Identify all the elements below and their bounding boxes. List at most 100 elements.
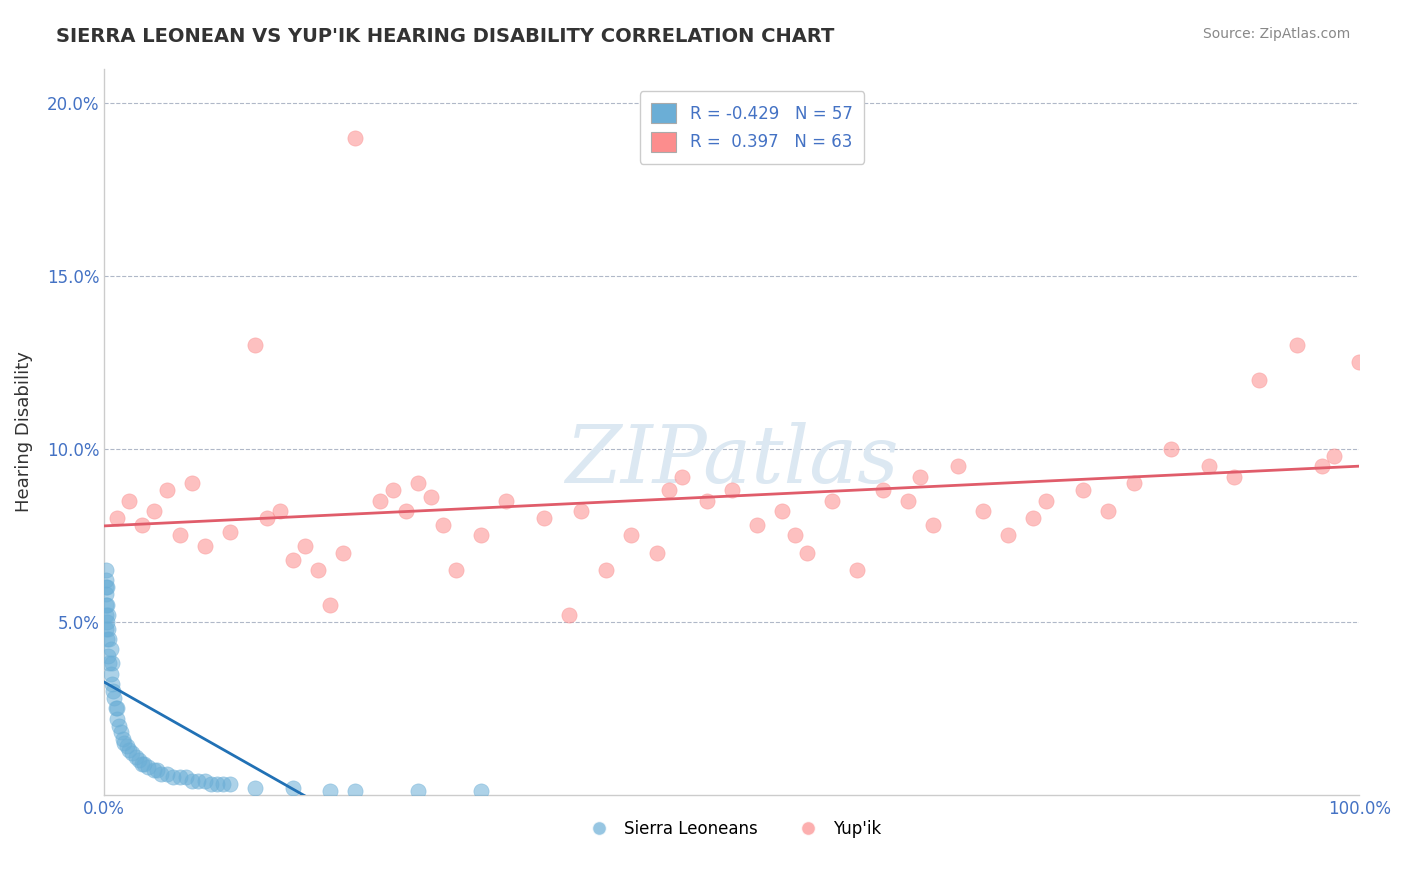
Point	[281, 780, 304, 795]
Point	[94, 598, 117, 612]
Point	[783, 528, 806, 542]
Text: SIERRA LEONEAN VS YUP'IK HEARING DISABILITY CORRELATION CHART: SIERRA LEONEAN VS YUP'IK HEARING DISABIL…	[56, 27, 835, 45]
Point	[307, 563, 329, 577]
Point	[921, 518, 943, 533]
Point	[103, 690, 125, 705]
Point	[595, 563, 617, 577]
Point	[143, 764, 166, 778]
Point	[1323, 449, 1346, 463]
Point	[174, 771, 197, 785]
Point	[194, 539, 217, 553]
Point	[1198, 459, 1220, 474]
Legend: Sierra Leoneans, Yup'ik: Sierra Leoneans, Yup'ik	[576, 814, 887, 845]
Point	[671, 469, 693, 483]
Point	[1348, 355, 1371, 369]
Point	[118, 743, 141, 757]
Point	[1249, 373, 1271, 387]
Point	[194, 773, 217, 788]
Point	[1160, 442, 1182, 456]
Point	[118, 493, 141, 508]
Point	[846, 563, 869, 577]
Y-axis label: Hearing Disability: Hearing Disability	[15, 351, 32, 512]
Point	[169, 528, 191, 542]
Point	[124, 749, 146, 764]
Point	[205, 777, 228, 791]
Point	[136, 760, 159, 774]
Point	[620, 528, 643, 542]
Point	[218, 524, 240, 539]
Point	[181, 476, 204, 491]
Point	[105, 511, 128, 525]
Point	[294, 539, 316, 553]
Point	[156, 767, 179, 781]
Point	[94, 587, 117, 601]
Point	[94, 607, 117, 622]
Point	[121, 746, 143, 760]
Point	[105, 701, 128, 715]
Point	[908, 469, 931, 483]
Point	[406, 784, 429, 798]
Point	[96, 580, 118, 594]
Point	[101, 684, 124, 698]
Point	[105, 712, 128, 726]
Point	[94, 580, 117, 594]
Point	[281, 552, 304, 566]
Point	[394, 504, 416, 518]
Point	[187, 773, 209, 788]
Point	[1073, 483, 1095, 498]
Point	[104, 701, 127, 715]
Point	[332, 546, 354, 560]
Point	[200, 777, 222, 791]
Point	[149, 767, 172, 781]
Point	[97, 622, 120, 636]
Point	[243, 338, 266, 352]
Point	[112, 732, 135, 747]
Point	[162, 771, 184, 785]
Point	[181, 773, 204, 788]
Point	[134, 756, 156, 771]
Point	[1022, 511, 1045, 525]
Point	[872, 483, 894, 498]
Point	[557, 607, 579, 622]
Point	[946, 459, 969, 474]
Point	[658, 483, 681, 498]
Point	[218, 777, 240, 791]
Point	[1035, 493, 1057, 508]
Point	[419, 491, 441, 505]
Point	[569, 504, 592, 518]
Point	[269, 504, 291, 518]
Point	[98, 632, 121, 646]
Point	[495, 493, 517, 508]
Point	[96, 598, 118, 612]
Text: Source: ZipAtlas.com: Source: ZipAtlas.com	[1202, 27, 1350, 41]
Point	[97, 649, 120, 664]
Point	[1097, 504, 1119, 518]
Point	[96, 632, 118, 646]
Point	[146, 764, 169, 778]
Point	[344, 784, 367, 798]
Point	[98, 657, 121, 671]
Point	[256, 511, 278, 525]
Point	[94, 574, 117, 588]
Point	[796, 546, 818, 560]
Point	[131, 756, 153, 771]
Point	[344, 130, 367, 145]
Point	[128, 753, 150, 767]
Point	[444, 563, 467, 577]
Point	[96, 615, 118, 629]
Point	[1223, 469, 1246, 483]
Point	[101, 677, 124, 691]
Point	[100, 642, 122, 657]
Point	[470, 784, 492, 798]
Point	[100, 666, 122, 681]
Text: ZIPatlas: ZIPatlas	[565, 422, 898, 500]
Point	[470, 528, 492, 542]
Point	[972, 504, 994, 518]
Point	[432, 518, 454, 533]
Point	[370, 493, 392, 508]
Point	[1310, 459, 1333, 474]
Point	[997, 528, 1019, 542]
Point	[821, 493, 844, 508]
Point	[143, 504, 166, 518]
Point	[212, 777, 235, 791]
